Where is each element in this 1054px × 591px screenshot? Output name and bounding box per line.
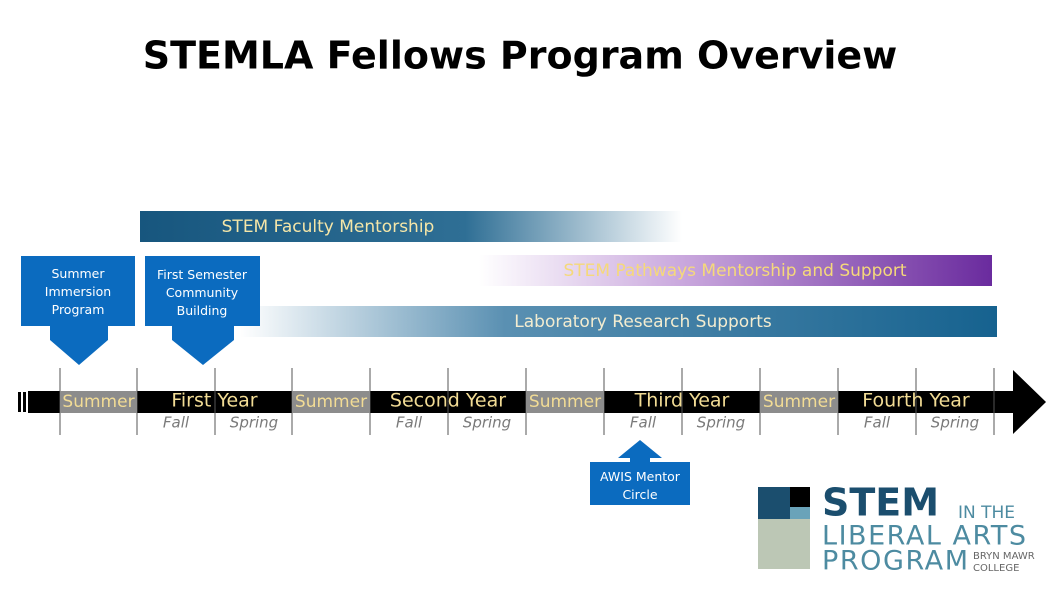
- semester-label: Fall: [396, 414, 423, 432]
- callout-line: Immersion: [45, 284, 111, 299]
- pathways-bar: [479, 255, 992, 286]
- logo-text: BRYN MAWR: [973, 551, 1035, 562]
- logo: STEM IN THE LIBERAL ARTS PROGRAM BRYN MA…: [758, 481, 1035, 577]
- callout-arrow: [618, 440, 662, 462]
- callout-line: Circle: [622, 487, 657, 502]
- bar-label: STEM Faculty Mentorship: [222, 217, 435, 237]
- semester-label: Spring: [230, 414, 278, 432]
- semester-label: Fall: [864, 414, 891, 432]
- logo-block: [790, 487, 810, 507]
- callout-box: [590, 462, 690, 505]
- callout-line: Community: [166, 285, 239, 300]
- logo-text: COLLEGE: [973, 563, 1019, 574]
- logo-block: [758, 519, 810, 569]
- timeline-label: Summer: [295, 392, 367, 412]
- timeline-cap: [23, 392, 26, 412]
- lab-bar: [240, 306, 997, 337]
- timeline-label: Fourth Year: [862, 390, 970, 412]
- callout-first: First Semester Community Building: [145, 256, 260, 365]
- logo-block: [758, 487, 790, 519]
- callout-text: AWIS Mentor Circle: [600, 469, 681, 502]
- callout-line: Building: [177, 303, 228, 318]
- title: STEMLA Fellows Program Overview: [143, 34, 898, 78]
- callout-line: AWIS Mentor: [600, 469, 681, 484]
- timeline-cap: [18, 392, 21, 412]
- callout-arrow: [50, 326, 108, 365]
- logo-text: PROGRAM: [822, 546, 968, 577]
- callout-summer: Summer Immersion Program: [21, 256, 135, 365]
- semester-label: Fall: [163, 414, 190, 432]
- bar-label: STEM Pathways Mentorship and Support: [563, 261, 906, 281]
- logo-text: LIBERAL ARTS: [822, 521, 1026, 552]
- callout-awis: AWIS Mentor Circle: [590, 440, 690, 505]
- semester-label: Spring: [697, 414, 745, 432]
- logo-stem: STEM: [822, 481, 939, 525]
- semester-label: Spring: [931, 414, 979, 432]
- timeline-arrow: [1013, 370, 1046, 434]
- semester-label: Spring: [463, 414, 511, 432]
- semester-label: Fall: [630, 414, 657, 432]
- summer-block: [292, 391, 370, 413]
- timeline-label: First Year: [171, 390, 257, 412]
- callout-line: First Semester: [157, 267, 248, 282]
- summer-block: [60, 391, 137, 413]
- callout-text: Summer Immersion Program: [45, 266, 111, 317]
- callout-arrow: [172, 326, 234, 365]
- logo-text: IN THE: [958, 503, 1015, 523]
- timeline: Summer First Year Fall Spring Summer Second Y…: [18, 368, 1046, 435]
- callout-line: Program: [52, 302, 105, 317]
- timeline-label: Summer: [529, 392, 601, 412]
- callout-box: [145, 256, 260, 326]
- callout-line: Summer: [51, 266, 105, 281]
- callout-box: [21, 256, 135, 326]
- timeline-label: Third Year: [634, 390, 730, 412]
- timeline-label: Second Year: [390, 390, 506, 412]
- summer-block: [760, 391, 838, 413]
- faculty-bar: [140, 211, 682, 242]
- bar-label: Laboratory Research Supports: [514, 312, 772, 332]
- logo-block: [790, 507, 810, 519]
- timeline-label: Summer: [62, 392, 134, 412]
- timeline-label: Summer: [763, 392, 835, 412]
- callout-text: First Semester Community Building: [157, 267, 248, 318]
- summer-block: [526, 391, 604, 413]
